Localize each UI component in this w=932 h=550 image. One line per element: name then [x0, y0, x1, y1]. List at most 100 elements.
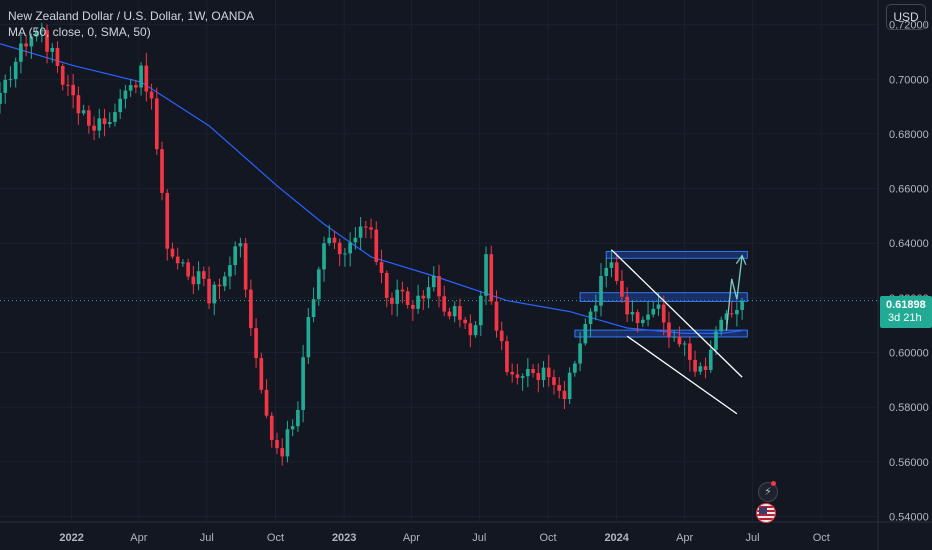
candle-body	[196, 271, 201, 285]
candle-body	[714, 331, 718, 350]
time-axis[interactable]: 2022 Apr Jul Oct 2023 Apr Jul Oct 2024 Apr Jul Oct	[0, 521, 932, 544]
candle-body	[656, 304, 661, 309]
candle-body	[593, 305, 598, 312]
candle-body	[578, 343, 582, 364]
candle-body	[45, 30, 49, 52]
price-axis[interactable]: 0.720000.700000.680000.660000.640000.620…	[877, 0, 929, 550]
candle-body	[468, 323, 473, 336]
bar-countdown: 3d 21h	[888, 312, 922, 324]
candle-body	[39, 30, 44, 32]
candle-body	[76, 95, 81, 114]
candle-body	[546, 367, 551, 378]
candle-body	[113, 112, 117, 122]
candle-body	[379, 261, 384, 273]
candle-body	[311, 299, 316, 318]
last-price-value: 0.61898	[886, 299, 926, 311]
candle-body	[499, 330, 504, 342]
candle-body	[201, 271, 206, 279]
candle-body	[254, 328, 258, 359]
candle-body	[531, 368, 535, 374]
candle-body	[489, 254, 494, 302]
candle-body	[102, 118, 107, 125]
candle-body	[390, 297, 394, 304]
price-tick-label: 0.66000	[889, 184, 929, 196]
candle-body	[207, 278, 211, 304]
candle-body	[646, 314, 650, 320]
price-tick-label: 0.72000	[889, 20, 929, 32]
candle-body	[290, 426, 295, 430]
candle-body	[228, 265, 232, 277]
candle-body	[609, 262, 614, 268]
candle-body	[50, 47, 55, 52]
time-tick-label: Jul	[200, 532, 214, 544]
candle-body	[275, 440, 279, 449]
candle-body	[264, 389, 269, 416]
trendlines[interactable]	[611, 249, 747, 415]
time-tick-label: Jul	[472, 532, 486, 544]
time-tick-label: Apr	[130, 532, 147, 544]
candle-body	[667, 322, 671, 338]
candle-body	[369, 227, 373, 230]
candle-body	[630, 312, 635, 315]
candle-body	[510, 372, 514, 375]
last-price-tag: 0.61898 3d 21h	[880, 296, 932, 328]
candle-body	[8, 79, 13, 81]
candle-body	[34, 31, 39, 37]
time-tick-label: Jul	[746, 532, 760, 544]
candle-body	[107, 121, 112, 125]
candle-body	[301, 357, 305, 410]
candle-body	[285, 429, 290, 457]
projection-arrowhead	[735, 254, 747, 266]
candle-body	[719, 319, 724, 332]
ma-line	[0, 43, 743, 334]
candle-body	[243, 243, 248, 290]
candle-body	[144, 65, 149, 92]
candle-body	[677, 336, 682, 345]
candle-body	[191, 276, 196, 285]
candle-body	[322, 243, 326, 270]
candle-body	[693, 359, 697, 372]
currency-button[interactable]: USD	[886, 4, 926, 30]
candle-body	[71, 84, 75, 96]
candle-body	[332, 237, 337, 243]
candle-body	[698, 366, 703, 372]
candle-body	[567, 372, 572, 400]
price-tick-label: 0.64000	[889, 238, 929, 250]
chart-grid	[0, 0, 878, 522]
candle-body	[259, 358, 264, 390]
time-tick-label: Apr	[676, 532, 693, 544]
candle-body	[87, 110, 91, 126]
candle-body	[134, 85, 138, 88]
time-tick-label: Oct	[813, 532, 830, 544]
candle-body	[395, 289, 400, 304]
candle-body	[452, 306, 457, 317]
candle-body	[128, 85, 133, 91]
indicator-label[interactable]: MA (50, close, 0, SMA, 50)	[8, 25, 151, 39]
candle-body	[505, 341, 509, 373]
candle-body	[348, 242, 352, 254]
bolt-icon[interactable]: ⚡	[758, 482, 778, 502]
candle-body	[588, 311, 593, 324]
candle-body	[92, 125, 96, 131]
symbol-title[interactable]: New Zealand Dollar / U.S. Dollar, 1W, OA…	[8, 9, 255, 23]
time-tick-label: 2023	[332, 532, 356, 544]
candle-body	[416, 295, 420, 309]
zone-box	[605, 250, 748, 259]
candle-body	[118, 98, 123, 113]
candlestick-series	[0, 22, 744, 466]
notification-dot	[771, 481, 776, 486]
candle-body	[19, 43, 23, 62]
candle-body	[3, 79, 8, 93]
candle-body	[672, 336, 677, 338]
candle-body	[123, 90, 128, 99]
candle-body	[536, 373, 541, 380]
candle-body	[520, 376, 525, 378]
candle-body	[222, 276, 227, 287]
candle-body	[735, 309, 739, 315]
candle-body	[515, 374, 520, 378]
us-flag-icon[interactable]	[756, 503, 776, 523]
candle-body	[217, 284, 222, 287]
candle-body	[442, 296, 447, 312]
candle-body	[66, 84, 70, 86]
